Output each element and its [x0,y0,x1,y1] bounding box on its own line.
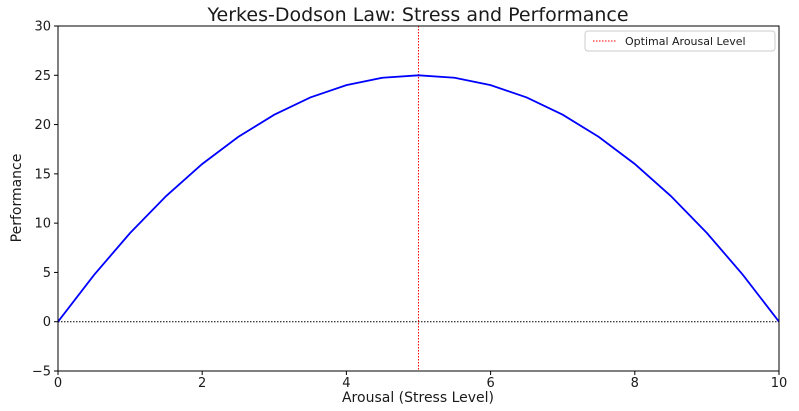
y-tick-label: 10 [34,217,51,232]
chart-title: Yerkes-Dodson Law: Stress and Performanc… [206,4,628,26]
x-axis-label: Arousal (Stress Level) [342,390,494,406]
legend: Optimal Arousal Level [584,30,776,52]
x-tick-label: 2 [198,376,206,391]
y-tick-label: 30 [34,20,51,35]
legend-box [584,30,776,52]
y-tick-label: 5 [43,266,51,281]
y-tick-label: 0 [43,315,51,330]
x-tick-label: 8 [631,376,639,391]
x-tick-label: 10 [771,376,788,391]
y-tick-label: −5 [32,365,51,380]
y-tick-label: 25 [34,69,51,84]
performance-curve [57,74,780,323]
x-axis-ticks: 0 2 4 6 8 10 [54,371,787,391]
x-tick-label: 6 [486,376,494,391]
legend-label: Optimal Arousal Level [625,35,746,48]
y-tick-label: 15 [34,167,51,182]
y-axis-label: Performance [9,154,25,243]
x-tick-label: 0 [54,376,62,391]
x-tick-label: 4 [342,376,350,391]
y-tick-label: 20 [34,118,51,133]
y-axis-ticks: −5 0 5 10 15 20 25 30 [32,20,58,380]
plot-frame [57,25,780,372]
plot-area [57,25,780,372]
